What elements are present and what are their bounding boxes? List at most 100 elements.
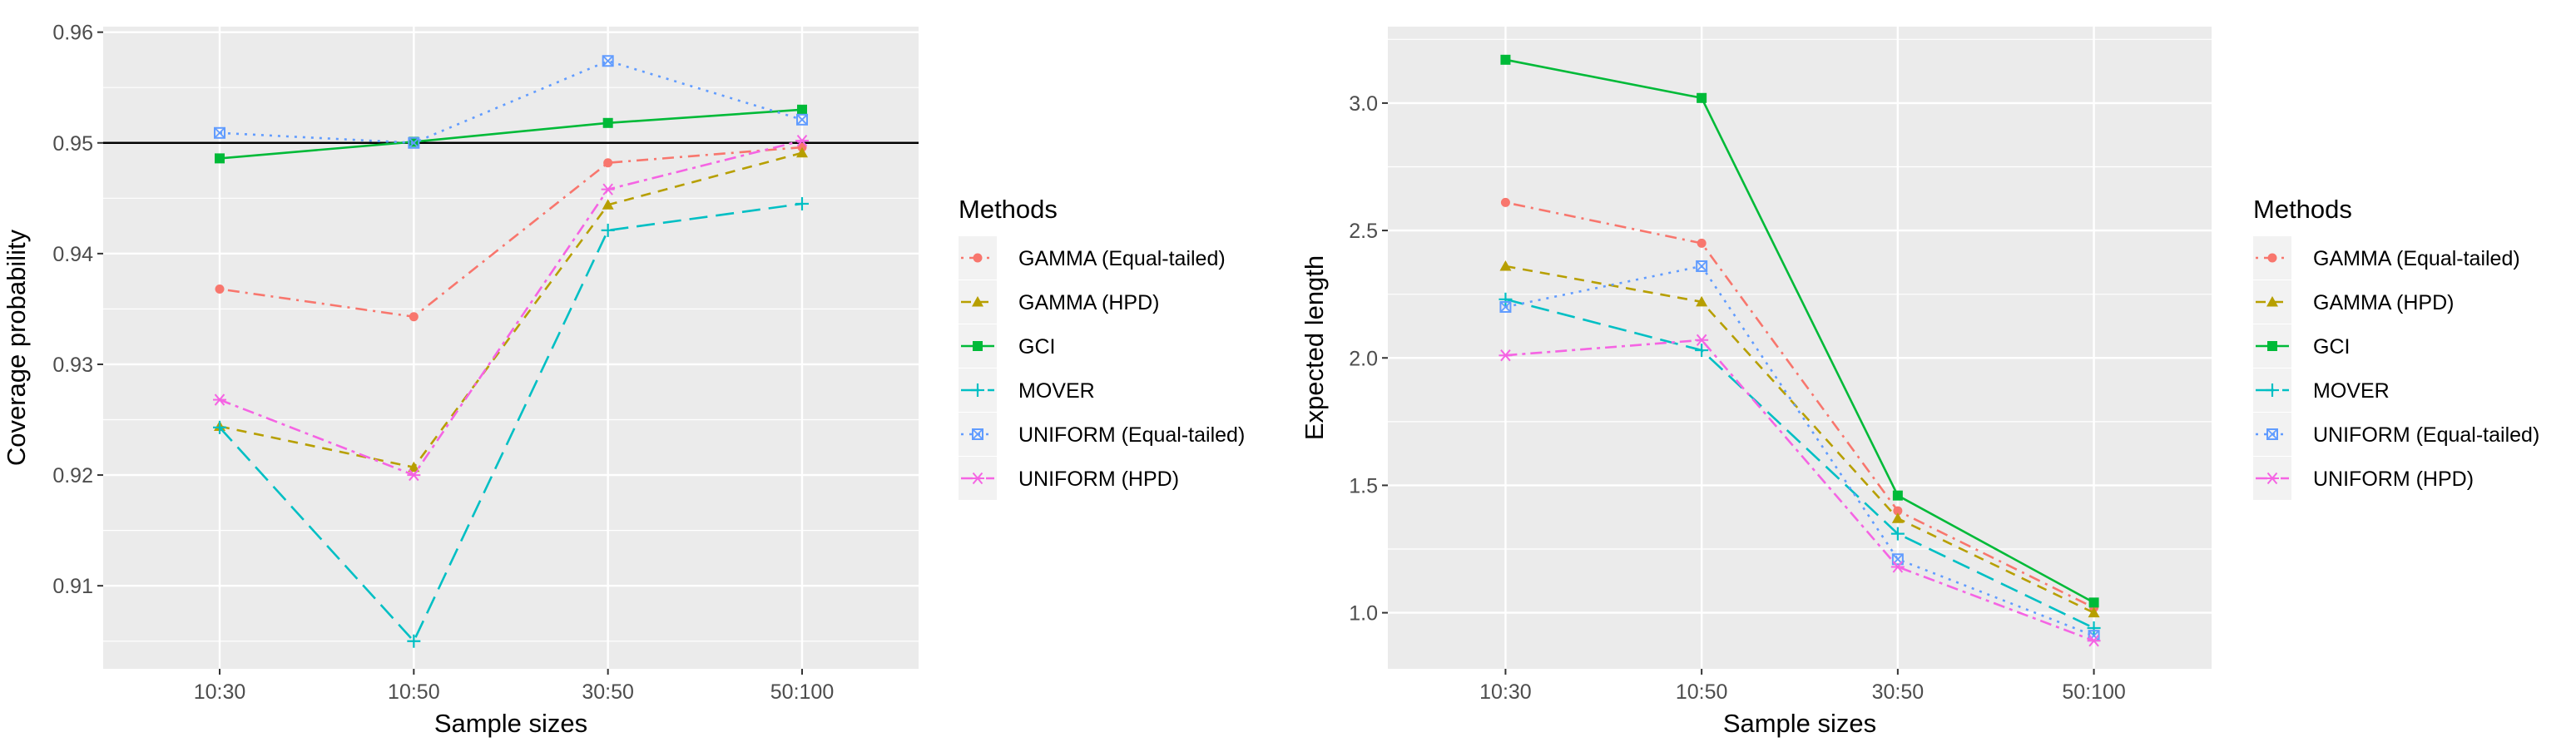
plot-panel [103, 27, 919, 669]
data-point [1696, 295, 1708, 307]
legend-label: MOVER [1018, 379, 1095, 403]
x-tick-label: 50:100 [770, 680, 834, 704]
legend-key-marker [2266, 472, 2279, 485]
legend-label: GAMMA (Equal-tailed) [1018, 247, 1226, 270]
data-point [796, 146, 808, 158]
data-point [1893, 506, 1903, 516]
legend-item: GAMMA (Equal-tailed) [2253, 236, 2520, 280]
legend-label: GAMMA (HPD) [2313, 291, 2454, 314]
series-line [219, 202, 803, 644]
data-point [1892, 490, 1903, 501]
x-tick-label: 10:50 [1676, 680, 1728, 704]
data-point [409, 136, 419, 147]
legend-label: UNIFORM (Equal-tailed) [2313, 423, 2539, 447]
series-line [1505, 58, 2095, 604]
series-line [1505, 339, 2095, 642]
legend-key-marker [2267, 253, 2277, 263]
series-line [1505, 265, 2095, 614]
data-point [2087, 635, 2101, 647]
data-point [408, 461, 420, 472]
data-point [408, 136, 420, 149]
data-point [603, 158, 613, 168]
data-point [602, 199, 614, 210]
legend-item: UNIFORM (Equal-tailed) [959, 413, 1245, 456]
series-line [1505, 298, 2095, 630]
data-point [1500, 54, 1511, 65]
y-tick-label: 0.91 [52, 575, 93, 598]
x-axis-title: Sample sizes [434, 709, 587, 738]
legend-item: UNIFORM (HPD) [2253, 457, 2474, 500]
plot-panel [1388, 27, 2212, 669]
legend-item: UNIFORM (Equal-tailed) [2253, 413, 2539, 456]
y-tick-label: 2.5 [1349, 220, 1378, 243]
data-point [213, 393, 226, 406]
legend-item: GCI [2253, 324, 2350, 368]
data-point [407, 468, 421, 482]
data-point [1500, 197, 1510, 207]
data-point [1696, 260, 1708, 272]
y-tick-label: 3.0 [1349, 92, 1378, 116]
legend-label: GCI [1018, 335, 1055, 359]
data-point [2088, 606, 2100, 618]
y-tick-label: 1.0 [1349, 602, 1378, 626]
data-point [796, 113, 808, 126]
legend-label: GAMMA (Equal-tailed) [2313, 247, 2520, 270]
series-line [219, 146, 803, 319]
data-point [1695, 344, 1709, 358]
expected-length-chart: 1.0 1.5 2.0 2.5 3.0 10:30 10:50 30:50 50:100 Samp… [1300, 27, 2212, 738]
series-3 [1500, 54, 2099, 608]
legend-item: GAMMA (HPD) [2253, 280, 2454, 324]
legend-key-marker [971, 383, 984, 397]
legend-label: UNIFORM (HPD) [2313, 468, 2474, 491]
x-tick-label: 50:100 [2062, 680, 2125, 704]
legend-key-marker [2266, 428, 2278, 440]
legend-item: MOVER [959, 369, 1095, 412]
legend-item: MOVER [2253, 369, 2390, 412]
legend-key-marker [2266, 383, 2279, 397]
series-4 [213, 196, 809, 648]
legend-key-marker [2266, 296, 2278, 307]
x-tick-label: 30:50 [1872, 680, 1925, 704]
y-tick-label: 0.95 [52, 132, 93, 156]
series-5 [214, 55, 808, 149]
data-point [1499, 300, 1512, 313]
data-point [407, 634, 421, 648]
legend-key-marker [972, 428, 983, 440]
legend-item: GAMMA (HPD) [959, 280, 1159, 324]
x-tick-label: 10:30 [194, 680, 246, 704]
series-6 [213, 134, 809, 482]
legend-key-marker [971, 472, 984, 485]
x-tick-label: 10:50 [388, 680, 440, 704]
series-4 [1499, 292, 2101, 635]
x-tick-label: 10:30 [1479, 680, 1532, 704]
series-2 [1499, 260, 2100, 618]
coverage-probability-chart: 0.91 0.92 0.93 0.94 0.95 0.96 10:30 10:50 30:50 5… [2, 22, 919, 738]
data-point [214, 126, 225, 139]
legend-label: MOVER [2313, 379, 2390, 403]
series-6 [1499, 334, 2101, 647]
data-point [797, 104, 807, 115]
legend-left: Methods GAMMA (Equal-tailed) GAMMA (HPD) GC… [959, 195, 1245, 500]
data-point [601, 183, 615, 195]
data-point [1697, 238, 1707, 248]
legend-item: GAMMA (Equal-tailed) [959, 236, 1226, 280]
data-point [1890, 561, 1905, 573]
y-tick-label: 0.92 [52, 464, 93, 487]
legend-key-marker [973, 253, 983, 263]
series-line [219, 108, 803, 160]
legend-key-marker [2267, 341, 2277, 351]
data-point [1695, 334, 1709, 346]
data-point [1890, 527, 1905, 541]
data-point [601, 223, 615, 237]
data-point [215, 153, 225, 164]
legend-key-marker [973, 341, 983, 351]
legend-item: UNIFORM (HPD) [959, 457, 1179, 500]
y-tick-label: 0.94 [52, 243, 93, 266]
data-point [1499, 292, 1513, 306]
data-point [1499, 349, 1513, 362]
data-point [602, 117, 613, 128]
series-line [219, 59, 803, 145]
legend-label: UNIFORM (HPD) [1018, 468, 1179, 491]
data-point [1499, 260, 1512, 271]
